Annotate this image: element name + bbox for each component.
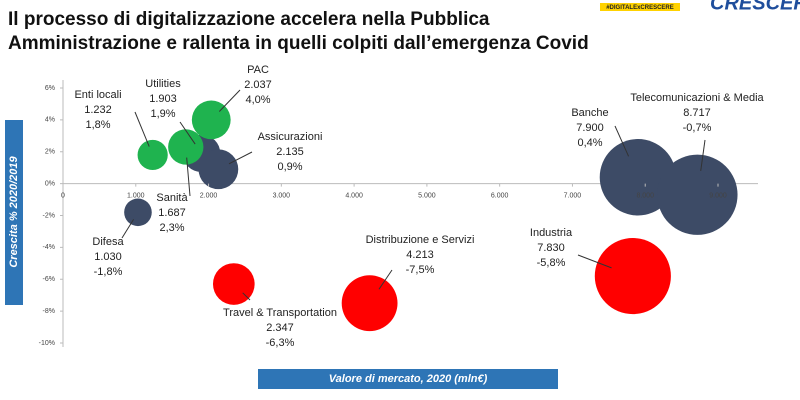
point-x-label: 2.347 — [266, 322, 294, 334]
point-value-label: 0,4% — [577, 137, 602, 149]
y-tick-label: 6% — [45, 85, 55, 92]
point-name: Distribuzione e Servizi — [366, 234, 475, 246]
y-tick-label: -6% — [43, 276, 55, 283]
chart-title: Amministrazione e rallenta in quelli col… — [8, 33, 589, 54]
leader-line — [179, 121, 196, 145]
y-tick-label: 0% — [45, 180, 55, 187]
point-value-label: -7,5% — [406, 264, 435, 276]
point-x-label: 2.037 — [244, 79, 272, 91]
leader-line — [614, 125, 630, 157]
point-value-label: 4,0% — [245, 94, 270, 106]
point-value-label: 1,9% — [150, 108, 175, 120]
y-label-box — [5, 120, 23, 305]
point-name: Difesa — [92, 236, 124, 248]
point-value-label: -1,8% — [94, 266, 123, 278]
point-value-label: 1,8% — [85, 119, 110, 131]
point-x-label: 1.232 — [84, 104, 112, 116]
bubble — [599, 139, 677, 216]
y-tick-label: -8% — [43, 308, 55, 315]
x-tick-label: 4.000 — [345, 192, 363, 199]
point-name: Utilities — [145, 78, 181, 90]
point-name: Travel & Transportation — [223, 307, 337, 319]
y-tick-label: -10% — [39, 340, 55, 347]
point-x-label: 1.687 — [158, 207, 186, 219]
leader-line — [218, 89, 241, 112]
point-x-label: 1.903 — [149, 93, 177, 105]
x-tick-label: 2.000 — [200, 192, 218, 199]
x-tick-label: 5.000 — [418, 192, 436, 199]
point-value-label: 2,3% — [159, 222, 184, 234]
x-tick-label: 1.000 — [127, 192, 145, 199]
y-axis-label: Crescita % 2020/2019 — [8, 155, 20, 267]
point-x-label: 7.830 — [537, 242, 565, 254]
chart-title: Il processo di digitalizzazione accelera… — [8, 9, 490, 30]
y-tick-label: -4% — [43, 244, 55, 251]
bubble — [657, 154, 738, 235]
point-x-label: 8.717 — [683, 107, 711, 119]
x-tick-label: 0 — [61, 192, 65, 199]
point-name: Assicurazioni — [258, 131, 323, 143]
x-tick-label: 3.000 — [273, 192, 291, 199]
leader-line — [242, 292, 251, 301]
point-name: Banche — [571, 107, 608, 119]
leader-line — [134, 111, 150, 147]
x-tick-label: 6.000 — [491, 192, 509, 199]
bubble — [124, 198, 152, 227]
leader-line — [228, 151, 253, 165]
logo-badge — [600, 3, 680, 11]
point-value-label: -6,3% — [266, 337, 295, 349]
y-tick-label: -2% — [43, 212, 55, 219]
bubble — [594, 238, 671, 315]
point-value-label: -5,8% — [537, 257, 566, 269]
point-name: Industria — [530, 227, 573, 239]
leader-line — [378, 269, 393, 290]
point-name: Enti locali — [74, 89, 121, 101]
point-value-label: -0,7% — [683, 122, 712, 134]
point-x-label: 4.213 — [406, 249, 434, 261]
leader-line — [186, 157, 191, 197]
bubble — [168, 129, 204, 165]
y-tick-label: 4% — [45, 117, 55, 124]
bubble — [137, 139, 168, 171]
point-x-label: 2.135 — [276, 146, 304, 158]
x-tick-label: 9.000 — [709, 192, 727, 199]
bubble — [198, 149, 239, 190]
point-value-label: 0,9% — [277, 161, 302, 173]
x-tick-label: 8.000 — [636, 192, 654, 199]
point-x-label: 1.030 — [94, 251, 122, 263]
x-axis-label: Valore di mercato, 2020 (mln€) — [329, 373, 488, 385]
logo-tag: #DIGITALExCRESCERE — [606, 5, 674, 11]
bubble — [341, 275, 398, 332]
x-label-box — [258, 369, 558, 389]
leader-line — [700, 139, 706, 171]
point-x-label: 7.900 — [576, 122, 604, 134]
leader-line — [121, 219, 135, 239]
logo-word: CRESCERE — [710, 0, 800, 14]
leader-line — [577, 254, 612, 269]
point-name: PAC — [247, 64, 269, 76]
x-tick-label: 7.000 — [564, 192, 582, 199]
point-name: Telecomunicazioni & Media — [630, 92, 764, 104]
point-name: Sanità — [156, 192, 188, 204]
y-tick-label: 2% — [45, 149, 55, 156]
